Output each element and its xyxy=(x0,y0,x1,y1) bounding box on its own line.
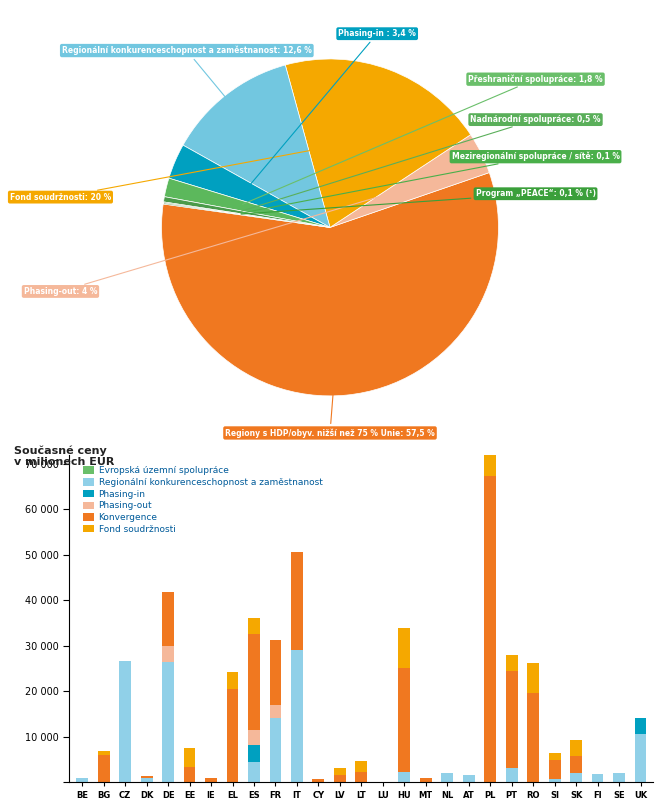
Bar xyxy=(356,772,367,782)
Wedge shape xyxy=(169,145,330,227)
Text: Phasing-in : 3,4 %: Phasing-in : 3,4 % xyxy=(247,30,416,189)
Text: Nadnárodní spolupráce: 0,5 %: Nadnárodní spolupráce: 0,5 % xyxy=(242,115,601,211)
Bar xyxy=(484,476,496,782)
Bar xyxy=(98,751,110,756)
Bar xyxy=(570,756,582,773)
Bar xyxy=(334,775,346,782)
Bar xyxy=(291,552,303,650)
Bar xyxy=(334,768,346,775)
Bar xyxy=(183,767,195,782)
Bar xyxy=(183,748,195,767)
Wedge shape xyxy=(330,135,489,227)
Bar xyxy=(248,729,260,745)
Bar xyxy=(162,592,174,646)
Wedge shape xyxy=(163,202,330,227)
Bar xyxy=(162,646,174,662)
Bar xyxy=(591,774,603,782)
Bar xyxy=(205,778,217,782)
Bar xyxy=(484,376,496,476)
Bar xyxy=(269,718,281,782)
Bar xyxy=(506,768,517,782)
Bar xyxy=(635,718,646,734)
Bar xyxy=(442,773,453,782)
Bar xyxy=(226,689,238,782)
Bar xyxy=(291,650,303,782)
Bar xyxy=(162,662,174,782)
Bar xyxy=(77,778,88,782)
Wedge shape xyxy=(164,196,330,227)
Bar xyxy=(570,773,582,782)
Bar xyxy=(399,772,411,782)
Bar xyxy=(141,776,152,778)
Bar xyxy=(548,779,560,782)
Text: Přeshraniční spolupráce: 1,8 %: Přeshraniční spolupráce: 1,8 % xyxy=(243,74,603,204)
Bar xyxy=(399,668,411,772)
Text: Program „PEACE“: 0,1 % (¹): Program „PEACE“: 0,1 % (¹) xyxy=(241,189,595,214)
Text: Současné ceny
v milionech EUR: Současné ceny v milionech EUR xyxy=(14,445,114,467)
Bar xyxy=(248,618,260,634)
Bar xyxy=(613,773,625,782)
Bar xyxy=(119,661,131,782)
Bar xyxy=(226,673,238,689)
Bar xyxy=(399,628,411,668)
Wedge shape xyxy=(285,59,471,227)
Bar xyxy=(527,693,539,782)
Text: Phasing-out: 4 %: Phasing-out: 4 % xyxy=(24,188,411,296)
Wedge shape xyxy=(163,203,330,227)
Bar xyxy=(312,779,324,782)
Bar xyxy=(420,778,432,782)
Bar xyxy=(248,745,260,761)
Legend: Evropská územní spolupráce, Regionální konkurenceschopnost a zaměstnanost, Phasi: Evropská územní spolupráce, Regionální k… xyxy=(80,463,326,537)
Bar xyxy=(98,756,110,782)
Bar xyxy=(356,761,367,772)
Bar xyxy=(635,734,646,782)
Text: Fond soudržnosti: 20 %: Fond soudržnosti: 20 % xyxy=(10,141,360,202)
Bar xyxy=(269,640,281,705)
Text: Regionální konkurenceschopnost a zaměstnanost: 12,6 %: Regionální konkurenceschopnost a zaměstn… xyxy=(62,45,312,152)
Wedge shape xyxy=(162,172,498,396)
Bar xyxy=(506,670,517,768)
Bar xyxy=(548,760,560,779)
Bar xyxy=(463,776,475,782)
Text: Meziregionální spolupráce / sítě: 0,1 %: Meziregionální spolupráce / sítě: 0,1 % xyxy=(241,152,620,213)
Bar xyxy=(506,655,517,670)
Bar xyxy=(141,778,152,782)
Wedge shape xyxy=(183,65,330,227)
Wedge shape xyxy=(164,178,330,227)
Bar xyxy=(248,634,260,729)
Text: Regiony s HDP/obyv. nižší než 75 % Unie: 57,5 %: Regiony s HDP/obyv. nižší než 75 % Unie:… xyxy=(225,322,435,438)
Bar xyxy=(527,663,539,693)
Bar xyxy=(570,740,582,756)
Bar xyxy=(548,753,560,760)
Bar xyxy=(269,705,281,718)
Bar xyxy=(248,761,260,782)
